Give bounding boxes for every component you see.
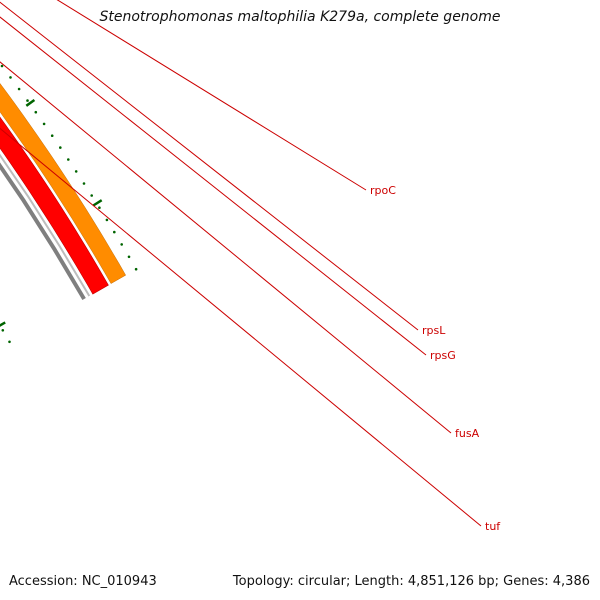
major-tick [0, 321, 6, 327]
gene-label-rpsg: rpsG [430, 349, 456, 362]
accession-text: Accession: NC_010943 [9, 574, 157, 589]
minor-tick [1, 329, 5, 332]
gene-leader-line [0, 127, 482, 527]
minor-tick [50, 134, 54, 137]
minor-tick [34, 110, 38, 114]
reverse-cds-block [0, 116, 109, 295]
gene-leader-line [56, 0, 367, 191]
minor-tick [74, 170, 78, 173]
minor-tick [105, 218, 109, 222]
minor-tick [134, 267, 138, 271]
outer-major-tick [92, 199, 103, 207]
map-title: Stenotrophomonas maltophilia K279a, comp… [99, 9, 501, 25]
minor-tick [113, 230, 116, 234]
gene-label-tuf: tuf [485, 520, 501, 533]
forward-strand-track [0, 83, 126, 284]
minor-tick [0, 64, 4, 68]
gene-leader-line [0, 16, 427, 356]
gene-leader-line [0, 1, 419, 331]
outer-major-tick [25, 98, 36, 107]
gene-label-rpsl: rpsL [422, 324, 446, 337]
minor-tick [120, 243, 123, 246]
minor-tick [59, 146, 62, 149]
forward-cds-block [0, 83, 126, 284]
minor-tick [42, 122, 46, 126]
reverse-strand-track [0, 116, 109, 295]
genome-summary-text: Topology: circular; Length: 4,851,126 bp… [232, 574, 590, 589]
gene-leader-line [0, 61, 452, 434]
gene-label-rpoc: rpoC [370, 184, 396, 197]
minor-tick [8, 340, 11, 344]
minor-tick [67, 158, 70, 161]
minor-tick [9, 76, 12, 79]
minor-tick [90, 194, 93, 197]
gene-label-fusa: fusA [455, 427, 480, 440]
minor-tick [82, 182, 86, 185]
minor-tick [127, 255, 131, 259]
minor-tick [98, 206, 101, 209]
minor-tick [17, 87, 21, 91]
minor-tick [26, 99, 29, 102]
scale-ticks: 944 kbp945 kbp946 kbp947 kbp948 kbp949 k… [0, 64, 138, 344]
gene-labels: rpoC rpsL rpsG fusA tuf [0, 0, 501, 533]
